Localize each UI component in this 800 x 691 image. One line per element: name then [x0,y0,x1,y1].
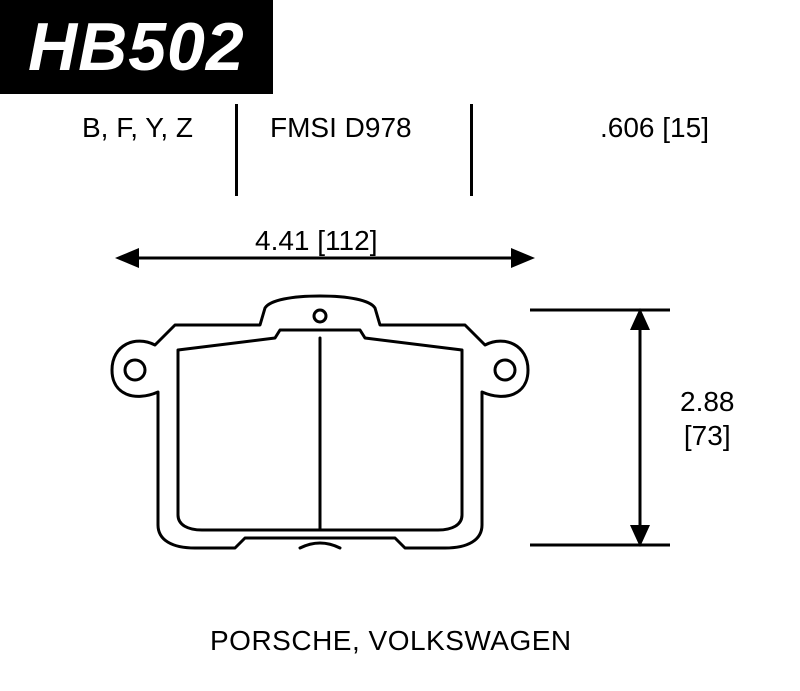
spec-divider-2 [470,104,473,196]
spec-divider-1 [235,104,238,196]
part-number: HB502 [28,9,245,85]
brake-pad-outline-icon [100,290,560,570]
diagram-page: HB502 B, F, Y, Z FMSI D978 .606 [15] 4.4… [0,0,800,691]
vehicle-makes: PORSCHE, VOLKSWAGEN [210,625,572,657]
compounds-text: B, F, Y, Z [82,112,193,144]
thickness-text: .606 [15] [600,112,709,144]
width-arrow-icon [115,243,535,273]
fmsi-text: FMSI D978 [270,112,412,144]
spec-row: B, F, Y, Z FMSI D978 .606 [15] [60,112,770,152]
part-header-bar: HB502 [0,0,273,94]
